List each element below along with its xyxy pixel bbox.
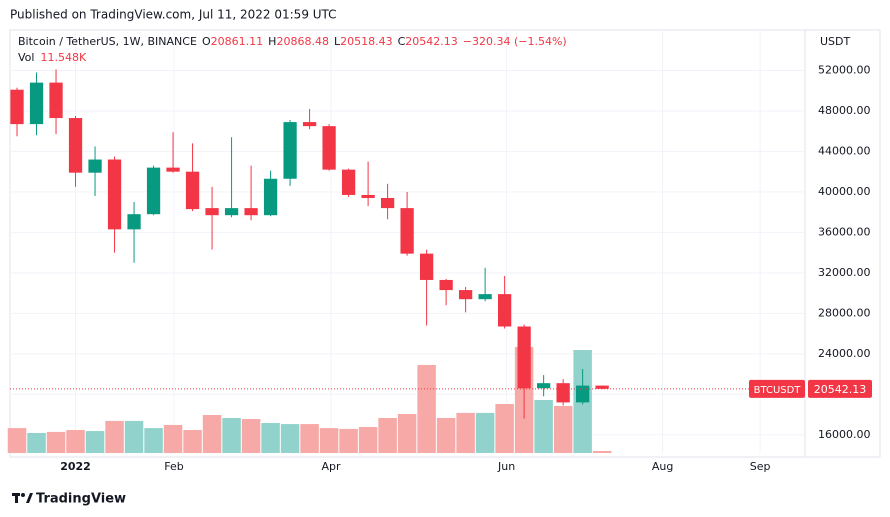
volume-bar: [27, 432, 46, 453]
volume-key: Vol: [18, 51, 34, 64]
x-tick-label: Jun: [497, 460, 515, 473]
volume-bar: [105, 420, 124, 453]
candle-body: [10, 89, 24, 125]
last-price-label: 20542.13: [814, 383, 867, 396]
candle-body: [263, 178, 278, 216]
candle-body: [283, 122, 297, 179]
candle-body: [49, 82, 63, 119]
volume-bar: [592, 450, 612, 453]
candle-body: [419, 253, 434, 280]
x-tick-label: Apr: [322, 460, 342, 473]
candle-body: [400, 208, 414, 254]
ohlc-key: L: [334, 35, 341, 48]
volume-bar: [358, 427, 378, 453]
ohlc-key: O: [202, 35, 211, 48]
volume-bar: [417, 364, 436, 453]
candle-body: [127, 214, 141, 230]
volume-bar: [7, 428, 27, 453]
candle-body: [517, 326, 531, 389]
brand-logo: [12, 493, 33, 503]
candle-body: [224, 208, 239, 216]
volume-bar: [222, 417, 241, 453]
volume-bar: [183, 429, 202, 453]
volume-bar: [436, 417, 456, 453]
volume-value: 11.548K: [40, 51, 86, 64]
volume-bar: [319, 428, 339, 453]
candle-body: [498, 294, 512, 327]
candle-body: [595, 385, 609, 389]
brand: TradingView: [36, 492, 126, 507]
volume-bar: [475, 412, 495, 453]
y-tick-label: 28000.00: [818, 306, 871, 319]
y-tick-label: 32000.00: [818, 266, 871, 279]
ohlc-value: 20518.43: [340, 35, 393, 48]
candle-body: [556, 383, 570, 403]
ohlc-value: 20861.11: [211, 35, 264, 48]
candle-body: [166, 167, 180, 172]
volume-bar: [124, 420, 144, 453]
candle-body: [478, 294, 492, 300]
ohlc-key: H: [268, 35, 276, 48]
volume-bar: [66, 429, 85, 453]
volume-bar: [456, 412, 475, 453]
volume-bar: [261, 423, 280, 453]
candle-body: [439, 279, 453, 291]
price-tag: [808, 379, 872, 398]
change-value: −320.34 (−1.54%): [463, 35, 567, 48]
volume-bar: [241, 419, 261, 453]
volume-bar: [339, 428, 358, 453]
legend-title: Bitcoin / TetherUS, 1W, BINANCE: [18, 35, 197, 48]
candle-body: [146, 167, 161, 215]
candle-body: [537, 383, 551, 389]
y-tick-label: 36000.00: [818, 225, 871, 238]
x-tick-label: 2022: [60, 460, 91, 473]
candle-body: [29, 82, 44, 125]
volume-bar: [202, 415, 222, 453]
y-tick-label: 16000.00: [818, 428, 871, 441]
volume-bar: [144, 428, 163, 453]
y-tick-label: 44000.00: [818, 144, 871, 157]
candle-body: [244, 208, 258, 216]
volume-bar: [495, 404, 514, 453]
candle-body: [185, 171, 200, 210]
symbol-label: BTCUSDT: [754, 385, 802, 396]
candle-body: [322, 126, 336, 170]
candle-body: [458, 290, 473, 300]
volume-bar: [46, 431, 66, 453]
symbol-tag: [749, 379, 805, 398]
candle-body: [302, 122, 317, 127]
ohlc-value: 20868.48: [276, 35, 329, 48]
ohlc-key: C: [398, 35, 406, 48]
candle-body: [68, 118, 83, 173]
y-tick-label: 48000.00: [818, 104, 871, 117]
volume-bar: [534, 400, 553, 453]
candle-body: [576, 385, 590, 403]
x-tick-label: Feb: [164, 460, 183, 473]
candle-body: [341, 169, 356, 195]
candle-body: [361, 194, 375, 198]
candle-body: [380, 197, 395, 209]
candle-body: [205, 208, 219, 216]
volume-bar: [300, 424, 319, 453]
y-tick-label: 24000.00: [818, 347, 871, 360]
volume-bar: [378, 417, 397, 453]
candle-body: [107, 159, 122, 230]
x-tick-label: Sep: [750, 460, 771, 473]
ohlc-value: 20542.13: [405, 35, 458, 48]
legend-volume: Vol 11.548K: [18, 51, 87, 64]
volume-bar: [163, 424, 183, 453]
y-tick-label: 40000.00: [818, 185, 871, 198]
volume-bar: [397, 413, 417, 453]
candle-body: [88, 159, 102, 173]
y-axis-label: USDT: [820, 35, 851, 48]
volume-bar: [85, 431, 105, 453]
x-tick-label: Aug: [652, 460, 673, 473]
published-note: Published on TradingView.com, Jul 11, 20…: [10, 8, 337, 22]
y-tick-label: 52000.00: [818, 63, 871, 76]
volume-bar: [553, 405, 573, 453]
volume-bar: [280, 424, 300, 453]
legend-ohlc: O20861.11 H20868.48 L20518.43 C20542.13 −320…: [202, 35, 567, 48]
